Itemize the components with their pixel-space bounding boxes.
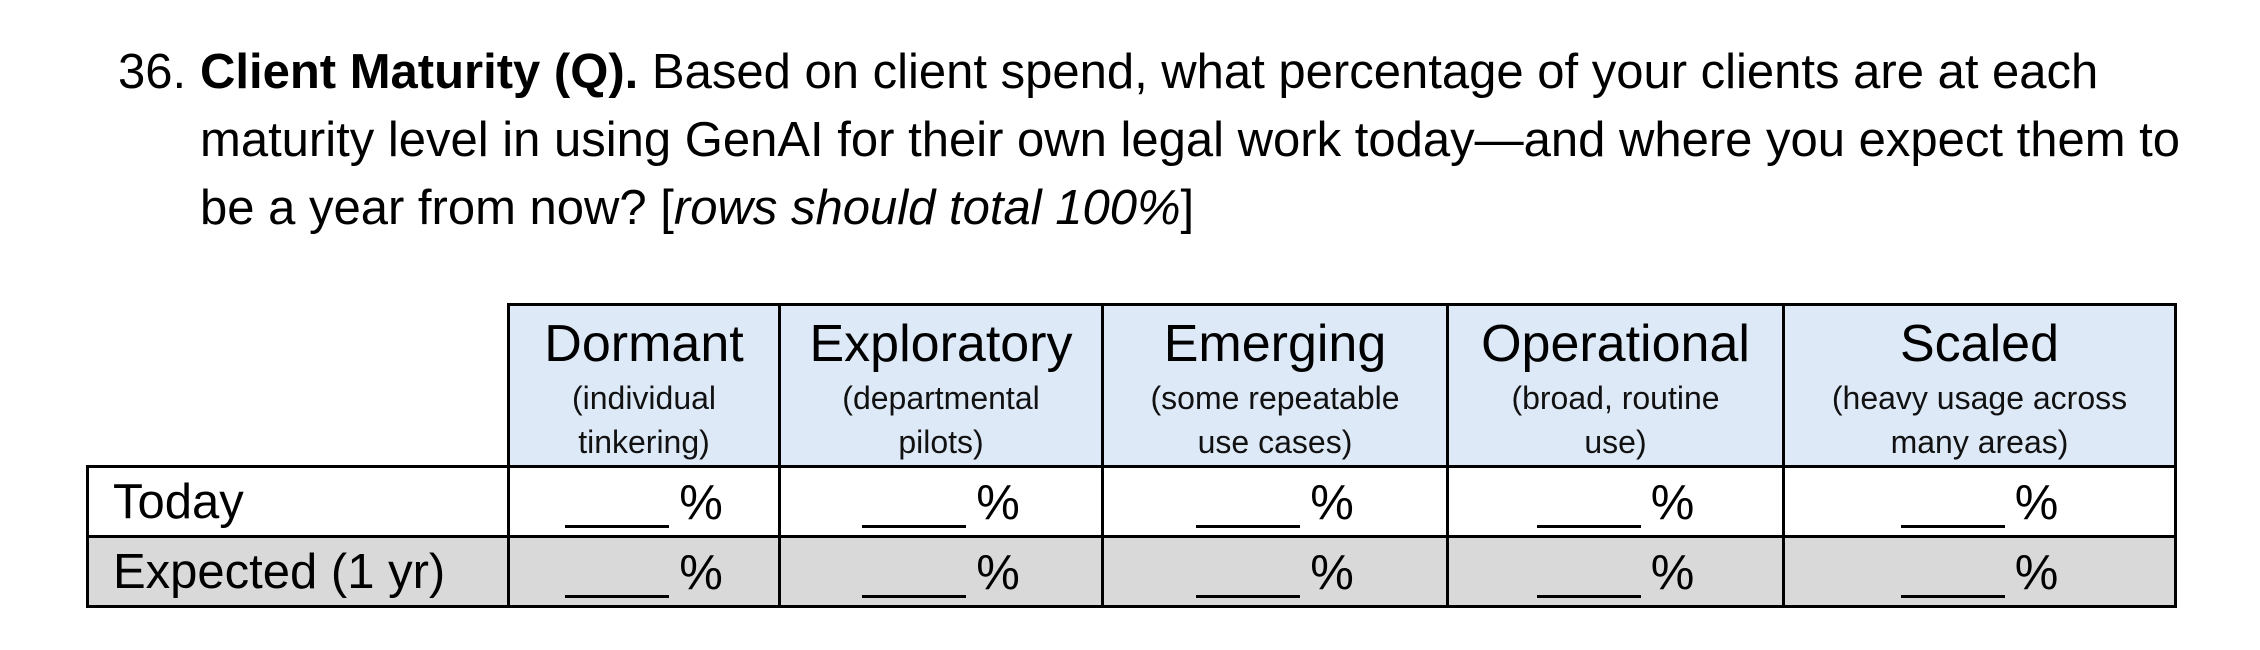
column-header-exploratory: Exploratory (departmental pilots) xyxy=(778,303,1104,468)
level-description: (broad, routine xyxy=(1511,380,1720,416)
today-operational-cell: % xyxy=(1446,465,1785,538)
percent-sign: % xyxy=(2014,546,2059,601)
percent-sign: % xyxy=(679,476,723,531)
today-dormant-blank[interactable] xyxy=(565,479,670,528)
expected-exploratory-cell: % xyxy=(778,535,1104,608)
level-description: (individual xyxy=(571,380,717,416)
question-text: Client Maturity (Q). Based on client spe… xyxy=(200,38,2198,242)
level-name: Operational xyxy=(1481,315,1750,373)
today-scaled-blank[interactable] xyxy=(1900,479,2005,528)
expected-scaled-cell: % xyxy=(1782,535,2177,608)
percent-sign: % xyxy=(1310,546,1354,601)
percent-sign: % xyxy=(976,546,1020,601)
expected-scaled-blank[interactable] xyxy=(1900,549,2005,598)
table-row-today: Today % % % % % xyxy=(86,465,2177,538)
level-description: many areas) xyxy=(1890,424,2069,460)
row-label-expected: Expected (1 yr) xyxy=(86,535,510,608)
level-description: (departmental xyxy=(842,380,1040,416)
today-dormant-cell: % xyxy=(507,465,781,538)
question-title: Client Maturity (Q). xyxy=(200,45,639,99)
level-description: use cases) xyxy=(1197,424,1353,460)
level-name: Dormant xyxy=(544,315,744,373)
level-description: use) xyxy=(1584,424,1647,460)
today-emerging-blank[interactable] xyxy=(1196,479,1301,528)
percent-sign: % xyxy=(2014,476,2059,531)
question-number: 36. xyxy=(118,45,187,99)
row-label-today: Today xyxy=(86,465,510,538)
question-note: rows should total 100% xyxy=(673,181,1181,235)
column-header-operational: Operational (broad, routine use) xyxy=(1446,303,1785,468)
question-36: 36. Client Maturity (Q). Based on client… xyxy=(118,38,2198,242)
today-operational-blank[interactable] xyxy=(1536,479,1641,528)
expected-operational-cell: % xyxy=(1446,535,1785,608)
expected-dormant-cell: % xyxy=(507,535,781,608)
level-description: tinkering) xyxy=(578,424,710,460)
today-scaled-cell: % xyxy=(1782,465,2177,538)
maturity-table: Dormant (individual tinkering) Explorato… xyxy=(86,303,2177,608)
expected-emerging-blank[interactable] xyxy=(1196,549,1301,598)
percent-sign: % xyxy=(1310,476,1354,531)
percent-sign: % xyxy=(1650,546,1695,601)
today-exploratory-cell: % xyxy=(778,465,1104,538)
expected-exploratory-blank[interactable] xyxy=(862,549,967,598)
column-header-emerging: Emerging (some repeatable use cases) xyxy=(1101,303,1449,468)
table-row-expected: Expected (1 yr) % % % % % xyxy=(86,535,2177,608)
level-description: (some repeatable xyxy=(1150,380,1400,416)
column-header-dormant: Dormant (individual tinkering) xyxy=(507,303,781,468)
level-name: Scaled xyxy=(1900,315,2059,373)
question-body: Based on client spend, what percentage o… xyxy=(200,45,2181,235)
percent-sign: % xyxy=(1650,476,1695,531)
percent-sign: % xyxy=(679,546,723,601)
expected-operational-blank[interactable] xyxy=(1536,549,1641,598)
today-emerging-cell: % xyxy=(1101,465,1449,538)
level-description: (heavy usage across xyxy=(1831,380,2128,416)
percent-sign: % xyxy=(976,476,1020,531)
expected-emerging-cell: % xyxy=(1101,535,1449,608)
level-description: pilots) xyxy=(898,424,984,460)
table-corner-cell xyxy=(88,305,509,467)
today-exploratory-blank[interactable] xyxy=(862,479,967,528)
table-header-row: Dormant (individual tinkering) Explorato… xyxy=(88,303,2177,468)
level-name: Exploratory xyxy=(809,315,1073,373)
expected-dormant-blank[interactable] xyxy=(565,549,670,598)
level-name: Emerging xyxy=(1163,315,1387,373)
column-header-scaled: Scaled (heavy usage across many areas) xyxy=(1782,303,2177,468)
question-body-end: ] xyxy=(1180,181,1195,235)
